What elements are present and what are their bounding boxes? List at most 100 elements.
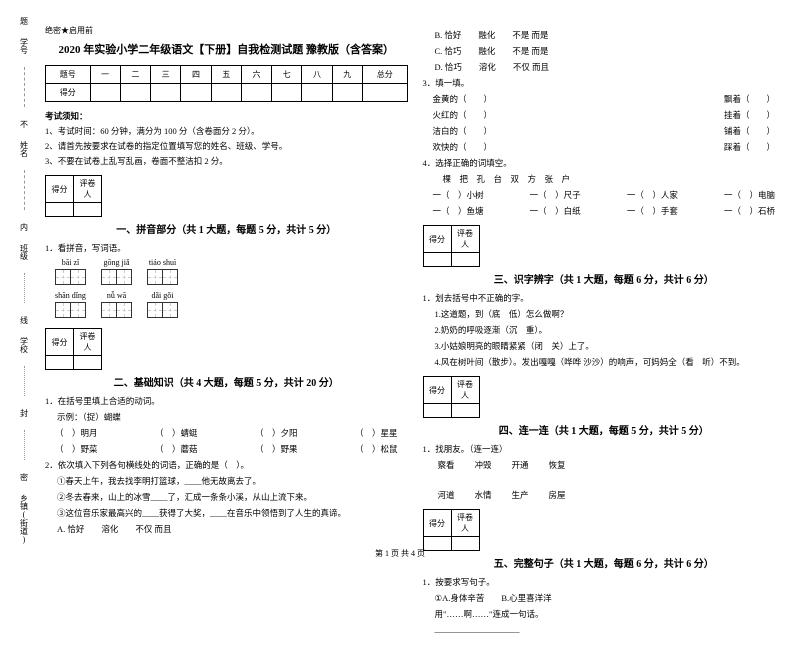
fill-item: 一（ ）石桥 [724,205,775,217]
q-3-item: 4.风在树叶间（散步）。发出嘎嘎（哗哗 沙沙）的响声，可妈妈全（看 听）不到。 [423,356,786,368]
stub-label: 班级 [19,244,30,260]
fill-item: 铺着（ ） [724,125,775,137]
fill-item: 一（ ）尺子 [530,189,581,201]
score-cell [151,84,181,102]
match-item: 开通 [512,459,529,471]
stub-mark: 线 [19,316,30,324]
fill-item: 一（ ）小树 [433,189,484,201]
q-2-2: 2．依次填入下列各句横线处的词语，正确的是（ ）。 [45,459,408,471]
match-item: 恢复 [549,459,566,471]
stub-line [24,67,25,107]
score-box: 得分评卷人 [423,376,786,418]
scorebox-cell [451,404,479,418]
q-2-3: 3．填一填。 [423,77,786,89]
fill-item: （ ）野菜 [55,443,98,455]
opt-c: C. 恰巧 融化 不是 而是 [423,45,786,57]
stub-label: 姓名 [19,141,30,157]
tian-grid [101,302,132,318]
scorebox-cell [423,404,451,418]
notice-item: 3、不要在试卷上乱写乱画，卷面不整洁扣 2 分。 [45,155,408,167]
tian-grid [55,302,86,318]
score-cell [120,84,150,102]
left-column: 绝密★启用前 2020 年实验小学二年级语文【下册】自我检测试题 豫教版（含答案… [45,25,408,638]
section-1-title: 一、拼音部分（共 1 大题，每题 5 分，共计 5 分） [45,221,408,236]
score-head: 一 [90,66,120,84]
stub-label: 乡镇(街道) [19,494,30,544]
stub-line [24,170,25,210]
scorebox-c2: 评卷人 [451,377,479,404]
q-2-2-l3: ③这位音乐家最高兴的____获得了大奖，____在音乐中领悟到了人生的真谛。 [45,507,408,519]
score-cell [241,84,271,102]
stub-mark: 题 [19,17,30,25]
notice-item: 1、考试时间：60 分钟，满分为 100 分（含卷面分 2 分）。 [45,125,408,137]
fill-item: （ ）蜻蜓 [155,427,198,439]
opt-d: D. 恰巧 溶化 不仅 而且 [423,61,786,73]
scorebox-c2: 评卷人 [451,226,479,253]
score-head: 四 [181,66,211,84]
tian-grid [147,302,178,318]
score-box: 得分评卷人 [45,328,408,370]
score-head: 九 [332,66,362,84]
scorebox-c1: 得分 [423,377,451,404]
score-head: 六 [241,66,271,84]
stub-dot [24,430,25,460]
q-2-1: 1．在括号里填上合适的动词。 [45,395,408,407]
scorebox-cell [451,253,479,267]
secret-tag: 绝密★启用前 [45,25,408,36]
scorebox-c2: 评卷人 [74,329,102,356]
notice-item: 2、请首先按要求在试卷的指定位置填写您的姓名、班级、学号。 [45,140,408,152]
q-5-1: 1．按要求写句子。 [423,576,786,588]
scorebox-cell [46,203,74,217]
q-5-line: 用"……啊……"连成一句话。 [423,608,786,620]
fill-item: （ ）松鼠 [355,443,398,455]
section-2-title: 二、基础知识（共 4 大题，每题 5 分，共计 20 分） [45,374,408,389]
fill-item: （ ）蘑菇 [155,443,198,455]
stub-label: 学校 [19,337,30,353]
tian-grid [101,269,132,285]
pinyin: tiáo shuì [147,258,178,267]
stub-mark: 密 [19,473,30,481]
score-head: 总分 [362,66,407,84]
match-item: 冲毁 [475,459,492,471]
score-head: 七 [272,66,302,84]
stub-dot [24,366,25,396]
scorebox-c1: 得分 [46,329,74,356]
scorebox-cell [423,253,451,267]
score-cell [302,84,332,102]
section-3-title: 三、识字辨字（共 1 大题，每题 6 分，共计 6 分） [423,271,786,286]
match-item: 房屋 [549,489,566,501]
opt-b: B. 恰好 融化 不是 而是 [423,29,786,41]
example: 示例：（捉）蝴蝶 [45,411,408,423]
fill-item: （ ）星星 [355,427,398,439]
pinyin: shān dǐng [55,291,86,300]
stub-mark: 内 [19,223,30,231]
fill-item: 踩着（ ） [724,141,775,153]
notice-heading: 考试须知： [45,110,408,122]
fill-item: （ ）野果 [255,443,298,455]
section-4-title: 四、连一连（共 1 大题，每题 5 分，共计 5 分） [423,422,786,437]
fill-item: （ ）夕阳 [255,427,298,439]
score-cell [362,84,407,102]
fill-item: 一（ ）电脑 [724,189,775,201]
q-5-opts: ①A.身体辛苦 B.心里喜洋洋 [423,592,786,604]
match-item: 河道 [438,489,455,501]
score-cell [90,84,120,102]
fill-item: 金黄的（ ） [433,93,493,105]
scorebox-c1: 得分 [423,226,451,253]
score-head: 五 [211,66,241,84]
page-footer: 第 1 页 共 4 页 [0,548,800,559]
stub-dot [24,273,25,303]
fill-item: （ ）明月 [55,427,98,439]
q-5-blank: ____________________ [423,624,786,634]
score-cell [211,84,241,102]
pinyin: nǚ wā [101,291,132,300]
tian-grid [147,269,178,285]
scorebox-c2: 评卷人 [451,510,479,537]
match-item: 察看 [438,459,455,471]
scorebox-cell [74,203,102,217]
scorebox-cell [46,356,74,370]
fill-item: 一（ ）手套 [627,205,678,217]
q-4-1: 1．找朋友。（连一连） [423,443,786,455]
exam-title: 2020 年实验小学二年级语文【下册】自我检测试题 豫教版（含答案） [45,41,408,57]
q-2-2-l2: ②冬去春来，山上的冰雪____了，汇成一条条小溪，从山上流下来。 [45,491,408,503]
